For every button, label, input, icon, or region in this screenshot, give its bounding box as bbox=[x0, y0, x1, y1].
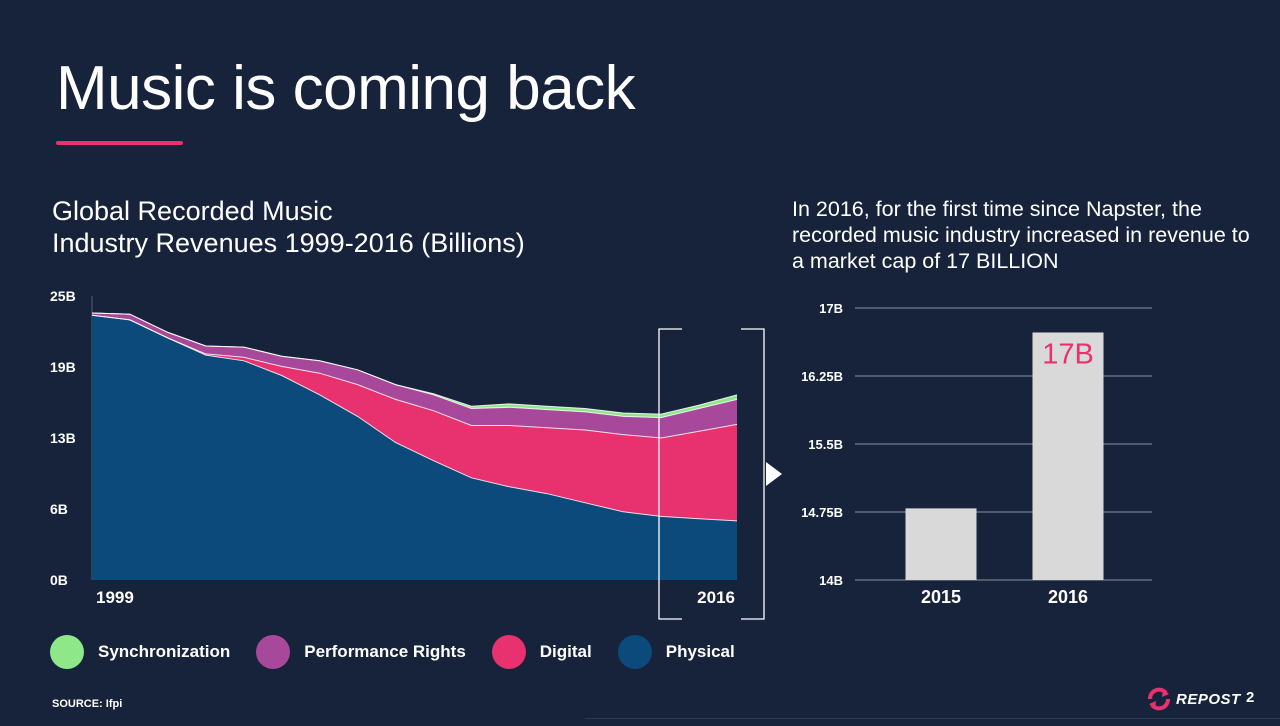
bar-data-label: 17B bbox=[1042, 338, 1094, 370]
bar-y-tick-label: 15.5B bbox=[808, 437, 843, 452]
legend-item-physical: Physical bbox=[617, 635, 735, 669]
bracket-left bbox=[658, 328, 682, 620]
bracket-right bbox=[741, 328, 765, 620]
area-boundary-synchronization bbox=[91, 312, 738, 415]
source-note: SOURCE: Ifpi bbox=[52, 698, 123, 710]
area-chart-legend: Synchronization Performance Rights Digital… bbox=[50, 634, 761, 670]
arrow-right-icon bbox=[766, 462, 782, 486]
area-y-tick-label: 6B bbox=[50, 501, 68, 517]
bar-y-tick-label: 16.25B bbox=[801, 369, 843, 384]
bar-chart-note: In 2016, for the first time since Napste… bbox=[792, 197, 1250, 273]
area-series-physical bbox=[92, 315, 737, 580]
area-boundary-physical bbox=[91, 314, 738, 522]
area-series-digital bbox=[92, 315, 737, 521]
legend-swatch bbox=[256, 635, 291, 669]
legend-item-digital: Digital bbox=[491, 635, 592, 669]
bar-y-tick-label: 14B bbox=[819, 573, 843, 588]
bar-x-tick-label: 2016 bbox=[1048, 587, 1088, 607]
area-chart-title-line1: Global Recorded Music bbox=[52, 196, 333, 226]
bar-y-tick-label: 14.75B bbox=[801, 505, 843, 520]
footer-divider bbox=[585, 718, 1280, 719]
page-number: 2 bbox=[1246, 689, 1255, 706]
bar-2016 bbox=[1032, 332, 1104, 580]
highlight-bracket bbox=[658, 328, 782, 620]
bar-chart: 14B 14.75B 15.5B 16.25B 17B 2015 2016 17B bbox=[801, 301, 1152, 607]
area-y-tick-label: 19B bbox=[50, 359, 76, 375]
bar-y-tick-label: 17B bbox=[819, 301, 843, 316]
repost-logo-icon bbox=[1148, 687, 1170, 711]
legend-swatch bbox=[491, 635, 526, 669]
area-chart: 0B 6B 13B 19B 25B 1999 2016 bbox=[50, 288, 738, 607]
slide-title: Music is coming back bbox=[56, 54, 636, 123]
bar-2015 bbox=[905, 508, 977, 580]
area-boundary-digital bbox=[91, 314, 738, 439]
area-y-tick-label: 25B bbox=[50, 288, 76, 304]
area-y-tick-label: 0B bbox=[50, 572, 68, 588]
legend-item-performance-rights: Performance Rights bbox=[256, 635, 466, 669]
area-chart-title: Global Recorded Music Industry Revenues … bbox=[52, 195, 525, 259]
bar-x-tick-label: 2015 bbox=[921, 587, 961, 607]
area-y-tick-label: 13B bbox=[50, 430, 76, 446]
legend-swatch bbox=[617, 635, 652, 669]
area-series-performance-rights bbox=[92, 313, 737, 438]
brand-logo: REPOST bbox=[1146, 683, 1241, 715]
title-accent-bar bbox=[56, 141, 183, 145]
area-x-tick-label: 1999 bbox=[96, 588, 134, 607]
brand-name: REPOST bbox=[1176, 690, 1241, 708]
legend-label: Digital bbox=[539, 642, 592, 661]
legend-swatch bbox=[50, 635, 84, 669]
legend-label: Performance Rights bbox=[304, 642, 466, 661]
area-chart-title-line2: Industry Revenues 1999-2016 (Billions) bbox=[52, 228, 525, 258]
legend-label: Synchronization bbox=[98, 642, 231, 661]
legend-item-synchronization: Synchronization bbox=[50, 635, 230, 669]
legend-label: Physical bbox=[665, 642, 735, 661]
area-x-tick-label: 2016 bbox=[697, 588, 735, 607]
